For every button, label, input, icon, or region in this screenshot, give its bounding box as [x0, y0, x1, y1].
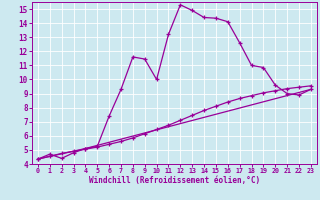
X-axis label: Windchill (Refroidissement éolien,°C): Windchill (Refroidissement éolien,°C): [89, 176, 260, 185]
